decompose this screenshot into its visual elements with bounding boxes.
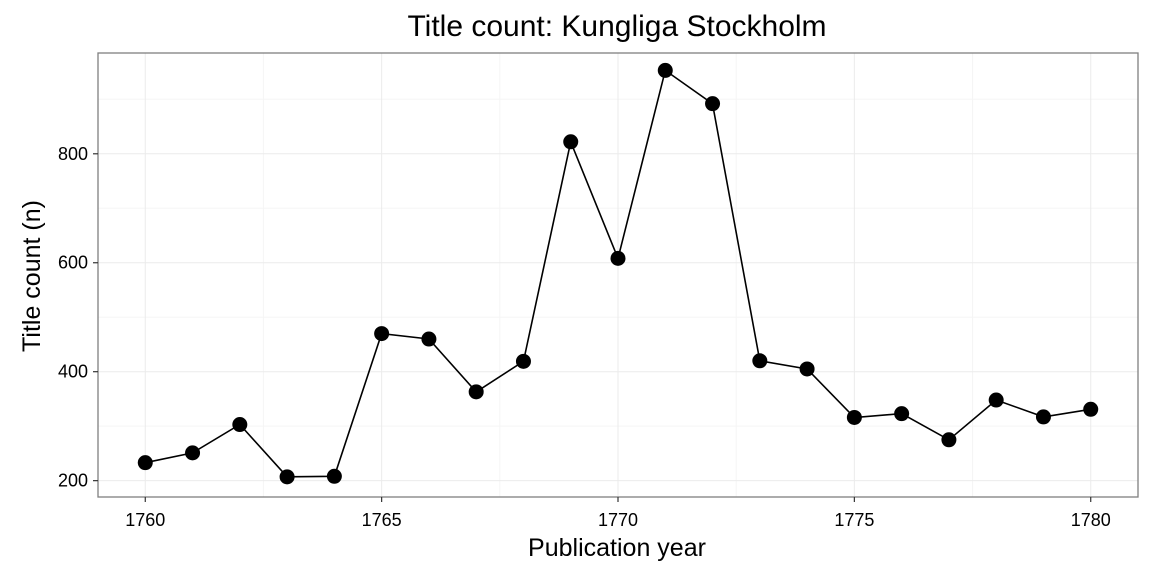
data-point	[515, 353, 531, 369]
y-tick-label: 400	[58, 362, 88, 382]
y-tick-label: 200	[58, 471, 88, 491]
y-axis-label: Title count (n)	[18, 200, 46, 352]
x-tick-label: 1770	[598, 510, 638, 530]
grid	[98, 53, 1138, 497]
data-point	[705, 96, 721, 112]
data-point	[232, 417, 248, 433]
data-point	[657, 62, 673, 78]
data-point	[799, 361, 815, 377]
data-point	[563, 134, 579, 150]
data-point	[185, 445, 201, 461]
chart-title: Title count: Kungliga Stockholm	[407, 10, 826, 43]
x-tick-label: 1760	[125, 510, 165, 530]
y-tick-label: 800	[58, 144, 88, 164]
data-point	[374, 326, 390, 342]
x-tick-label: 1765	[362, 510, 402, 530]
x-axis: 1760 1765 1770 1775 1780	[125, 497, 1111, 530]
data-point	[988, 392, 1004, 408]
y-axis: 200 400 600 800	[58, 144, 98, 491]
data-point	[941, 432, 957, 448]
data-point	[468, 384, 484, 400]
data-point	[752, 353, 768, 369]
data-point	[1083, 401, 1099, 417]
data-point	[137, 455, 153, 471]
data-point	[1035, 409, 1051, 425]
data-point	[421, 331, 437, 347]
y-tick-label: 600	[58, 253, 88, 273]
data-point	[894, 406, 910, 422]
x-tick-label: 1780	[1071, 510, 1111, 530]
data-point	[326, 468, 342, 484]
data-point	[846, 409, 862, 425]
data-points	[137, 62, 1099, 485]
x-axis-label: Publication year	[528, 534, 706, 562]
data-point	[610, 250, 626, 266]
data-point	[279, 469, 295, 485]
x-tick-label: 1775	[834, 510, 874, 530]
